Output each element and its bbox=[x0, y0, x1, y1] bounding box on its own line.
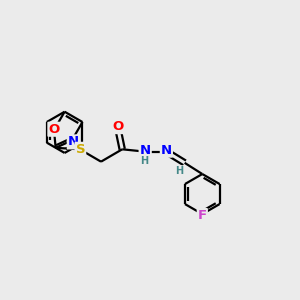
Text: N: N bbox=[161, 144, 172, 157]
Text: S: S bbox=[76, 143, 85, 156]
Text: N: N bbox=[140, 144, 151, 157]
Text: O: O bbox=[48, 123, 60, 136]
Text: H: H bbox=[140, 156, 148, 167]
Text: H: H bbox=[175, 166, 183, 176]
Text: F: F bbox=[198, 209, 207, 222]
Text: O: O bbox=[112, 120, 123, 133]
Text: N: N bbox=[68, 135, 79, 148]
